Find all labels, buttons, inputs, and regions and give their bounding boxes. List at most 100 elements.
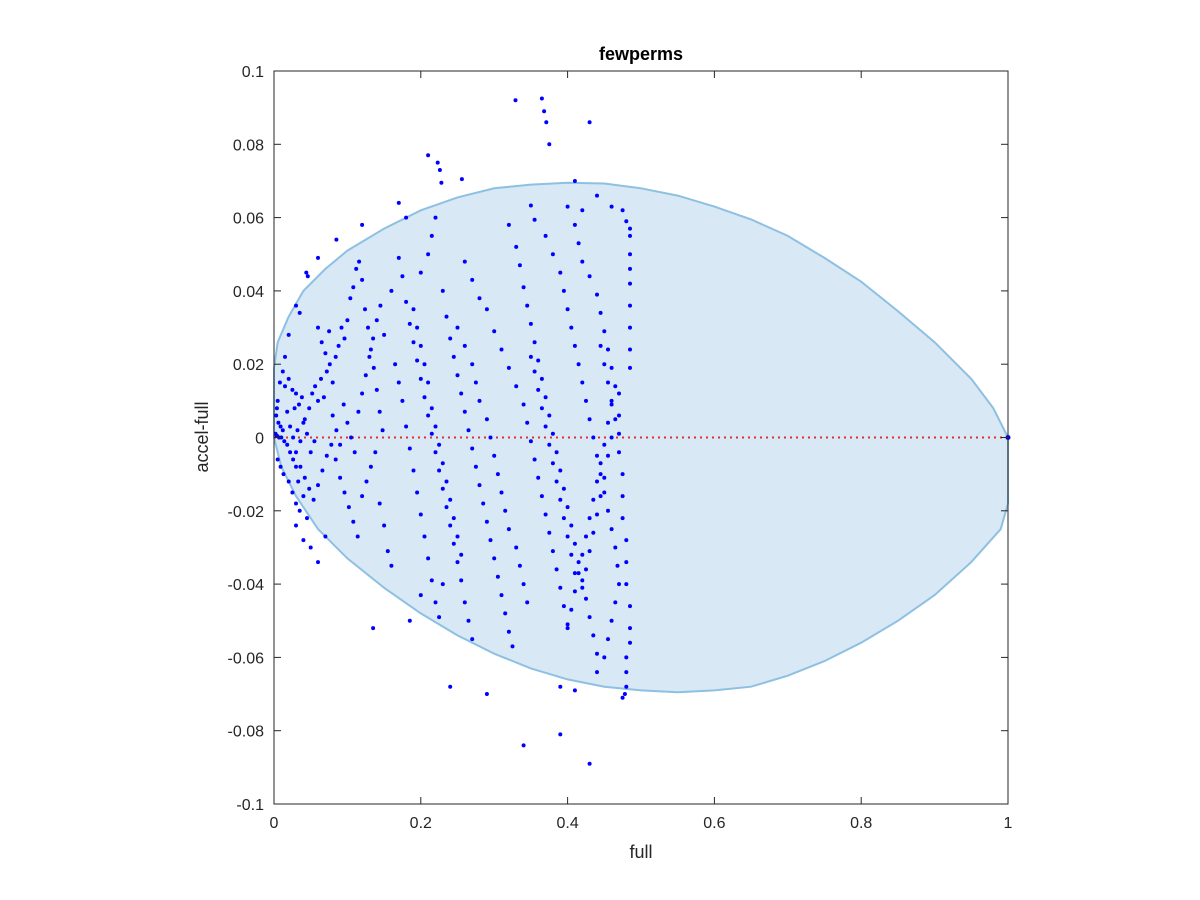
data-point [628, 626, 632, 631]
data-point [587, 549, 592, 554]
data-point [624, 560, 629, 565]
data-point [481, 501, 486, 506]
data-point [278, 424, 283, 429]
data-point [628, 365, 632, 370]
data-point [348, 296, 353, 301]
x-tick-label: 0 [270, 815, 279, 832]
data-point [532, 340, 537, 345]
data-point [418, 593, 423, 598]
data-point [439, 180, 444, 185]
data-point [521, 582, 526, 587]
data-point [377, 409, 382, 414]
data-point [595, 193, 599, 198]
data-point [617, 391, 621, 396]
data-point [459, 552, 464, 557]
y-tick-label: 0.04 [233, 284, 264, 301]
data-point [292, 406, 297, 411]
data-point [333, 457, 338, 462]
data-point [455, 373, 460, 378]
data-point [580, 208, 585, 213]
data-point [477, 296, 482, 301]
data-point [407, 446, 412, 451]
data-point [296, 479, 301, 484]
data-point [308, 450, 313, 455]
data-point [324, 453, 329, 458]
data-point [349, 435, 354, 440]
y-tick-label: -0.08 [228, 724, 265, 741]
data-point [448, 497, 453, 502]
data-point [316, 560, 320, 565]
data-point [389, 563, 394, 568]
data-point [536, 358, 541, 363]
data-point [351, 519, 356, 524]
data-point [543, 395, 548, 400]
data-point [360, 391, 365, 396]
data-point [363, 307, 367, 312]
x-tick-label: 1 [1004, 815, 1013, 832]
data-point [307, 486, 312, 491]
data-point [528, 203, 533, 208]
data-point [517, 263, 522, 268]
data-point [374, 387, 379, 392]
data-point [561, 516, 566, 521]
data-point [587, 120, 592, 125]
y-tick-label: 0.1 [242, 64, 264, 81]
data-point [308, 545, 313, 550]
data-point [302, 417, 307, 422]
data-point [525, 600, 530, 605]
data-point [389, 288, 394, 293]
data-point [301, 420, 306, 425]
data-point [513, 98, 518, 103]
data-point [628, 281, 632, 286]
data-point [595, 670, 599, 675]
data-point [572, 571, 577, 576]
data-point [609, 527, 614, 532]
data-point [587, 761, 592, 766]
data-point [609, 435, 614, 440]
data-point [313, 384, 318, 389]
data-point [514, 384, 519, 389]
data-point [506, 527, 511, 532]
data-point [462, 409, 467, 414]
data-point [569, 552, 574, 557]
data-point [624, 655, 629, 660]
data-point [602, 475, 607, 480]
data-point [323, 351, 328, 356]
data-point [330, 380, 335, 385]
data-point [330, 413, 335, 418]
data-point [598, 310, 603, 315]
data-point [448, 684, 453, 689]
data-point [396, 255, 401, 260]
data-point [477, 398, 482, 403]
data-point [503, 611, 508, 616]
data-point [620, 516, 625, 521]
data-point [311, 497, 316, 502]
data-point [433, 450, 438, 455]
data-point [628, 233, 632, 238]
data-point [624, 538, 629, 543]
data-point [595, 651, 599, 656]
data-point [385, 549, 390, 554]
data-point [572, 222, 577, 227]
data-point [280, 428, 285, 433]
data-point [345, 318, 350, 323]
data-point [595, 512, 599, 517]
data-point [444, 314, 449, 319]
data-point [624, 219, 629, 224]
y-tick-label: 0.08 [233, 137, 264, 154]
data-point [470, 277, 475, 282]
data-point [628, 640, 632, 645]
data-point [295, 428, 300, 433]
data-point [587, 274, 592, 279]
data-point [400, 274, 405, 279]
data-point [620, 472, 625, 477]
data-point [506, 629, 511, 634]
data-point [528, 439, 533, 444]
data-point [598, 343, 603, 348]
data-point [532, 217, 537, 222]
data-point [561, 288, 566, 293]
data-point [613, 384, 618, 389]
data-point [609, 618, 614, 623]
data-point [297, 310, 302, 315]
data-point [565, 505, 570, 510]
